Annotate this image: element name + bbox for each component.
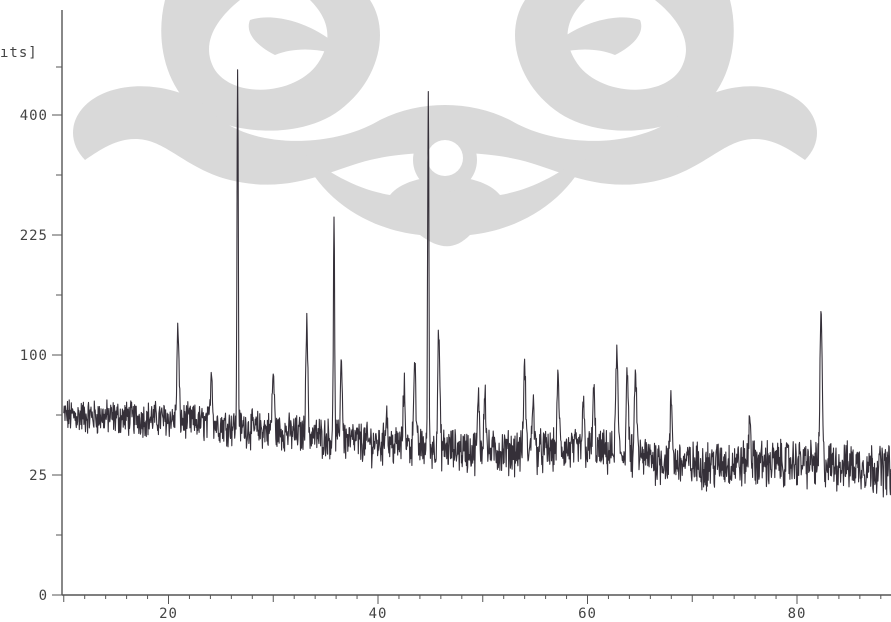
tick-labels: 0 25 100 225 400 20 40 60 80	[20, 108, 807, 622]
x-tick-label: 20	[159, 606, 178, 622]
y-axis-title: ıts]	[0, 45, 38, 61]
watermark-ornament	[73, 0, 817, 247]
y-tick-label: 25	[29, 468, 48, 484]
y-tick-label: 225	[20, 228, 48, 244]
x-tick-label: 40	[369, 606, 388, 622]
tick-marks	[52, 66, 882, 604]
y-tick-label: 100	[20, 348, 48, 364]
y-tick-label: 400	[20, 108, 48, 124]
xrd-pattern-series	[63, 69, 891, 498]
x-tick-label: 80	[788, 606, 807, 622]
x-tick-label: 60	[578, 606, 597, 622]
axes	[61, 10, 891, 596]
y-tick-label: 0	[39, 588, 48, 604]
